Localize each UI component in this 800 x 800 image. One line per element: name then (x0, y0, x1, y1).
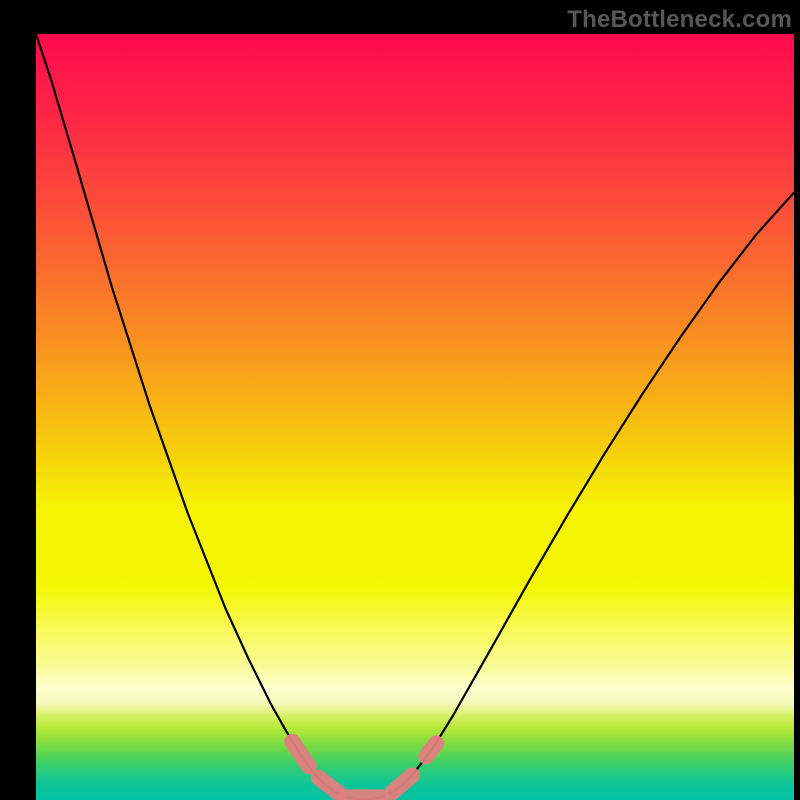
chart-frame: TheBottleneck.com (0, 0, 800, 800)
watermark-text: TheBottleneck.com (567, 6, 792, 34)
plot-area (36, 34, 794, 800)
